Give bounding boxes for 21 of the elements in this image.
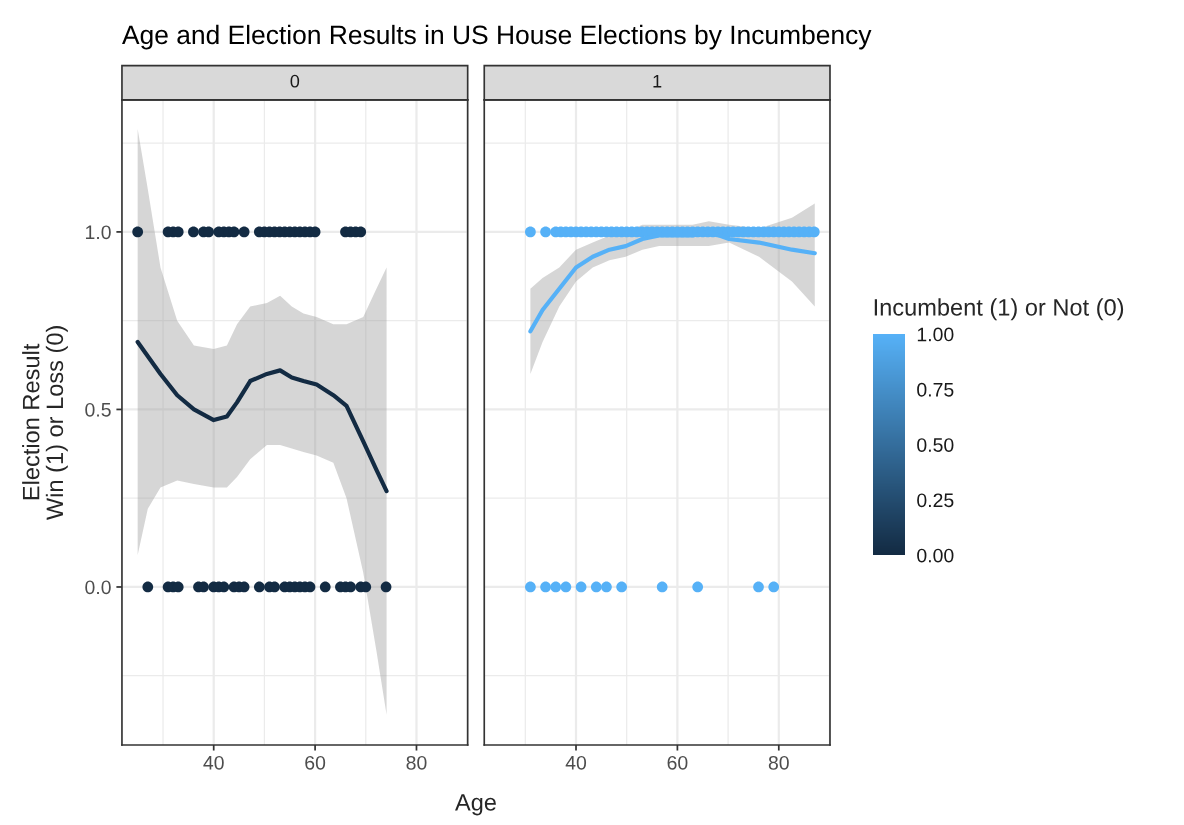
- color-bar-title: Incumbent (1) or Not (0): [874, 298, 1124, 321]
- chart-subtitle: 0: [290, 74, 300, 88]
- x-tick-label: 60: [667, 755, 688, 770]
- chart-subtitle: 1: [653, 74, 662, 88]
- x-tick-label: 60: [305, 755, 326, 770]
- color-bar-label: 0.25: [917, 493, 954, 508]
- y-tick-label: 0.0: [85, 580, 111, 595]
- chart-title: Age and Election Results in US House Elections by Incumbency: [122, 24, 872, 50]
- y-axis-title: Election Result Win (1) or Loss (0): [22, 326, 68, 521]
- x-axis-title: Age: [455, 794, 496, 816]
- x-tick-label: 80: [768, 755, 789, 770]
- x-tick-label: 40: [203, 755, 224, 770]
- color-bar-label: 0.75: [917, 382, 954, 397]
- color-bar-label: 0.50: [917, 438, 954, 452]
- y-tick-label: 1.0: [85, 225, 111, 240]
- x-tick-label: 80: [406, 755, 427, 770]
- y-tick-label: 0.5: [85, 402, 111, 417]
- color-bar-label: 0.00: [917, 548, 954, 563]
- x-tick-label: 40: [565, 755, 587, 770]
- color-bar-label: 1.00: [917, 327, 954, 342]
- line-series: [135, 339, 389, 494]
